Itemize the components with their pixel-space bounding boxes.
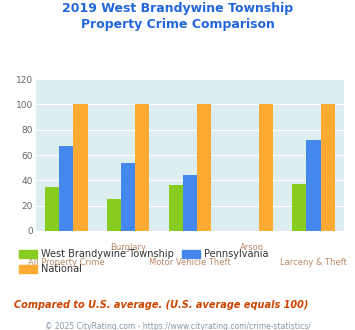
Text: Larceny & Theft: Larceny & Theft [280,258,347,267]
Bar [259,105,273,231]
Text: © 2025 CityRating.com - https://www.cityrating.com/crime-statistics/: © 2025 CityRating.com - https://www.city… [45,322,310,330]
Bar [121,163,135,231]
Legend: West Brandywine Township, National, Pennsylvania: West Brandywine Township, National, Penn… [19,249,269,274]
Text: Motor Vehicle Theft: Motor Vehicle Theft [149,258,231,267]
Bar [169,185,183,231]
Text: Arson: Arson [240,243,264,252]
Text: Burglary: Burglary [110,243,146,252]
Bar [197,105,211,231]
Bar [59,146,73,231]
Bar [321,105,335,231]
Bar [183,175,197,231]
Text: All Property Crime: All Property Crime [28,258,105,267]
Text: 2019 West Brandywine Township
Property Crime Comparison: 2019 West Brandywine Township Property C… [62,2,293,31]
Bar [135,105,149,231]
Bar [107,199,121,231]
Bar [45,187,59,231]
Bar [73,105,88,231]
Text: Compared to U.S. average. (U.S. average equals 100): Compared to U.S. average. (U.S. average … [14,300,308,310]
Bar [306,140,321,231]
Bar [292,184,306,231]
